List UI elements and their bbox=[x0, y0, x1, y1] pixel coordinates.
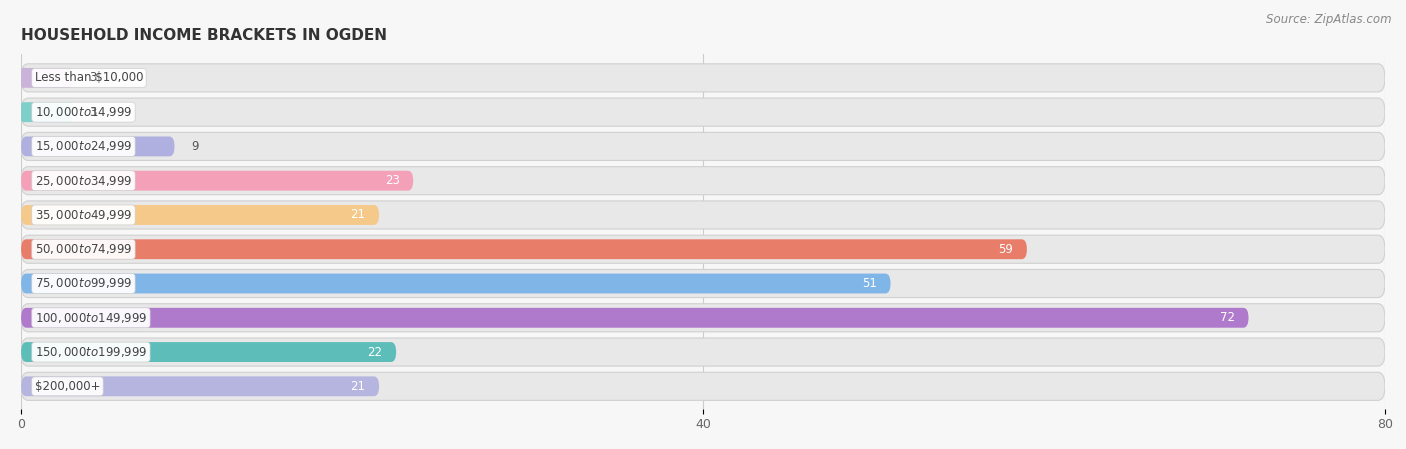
Text: 59: 59 bbox=[998, 243, 1014, 256]
FancyBboxPatch shape bbox=[21, 342, 396, 362]
Text: $75,000 to $99,999: $75,000 to $99,999 bbox=[35, 277, 132, 291]
Text: 21: 21 bbox=[350, 208, 366, 221]
Text: $15,000 to $24,999: $15,000 to $24,999 bbox=[35, 139, 132, 154]
FancyBboxPatch shape bbox=[21, 102, 72, 122]
Text: $50,000 to $74,999: $50,000 to $74,999 bbox=[35, 242, 132, 256]
Text: 72: 72 bbox=[1220, 311, 1234, 324]
Text: HOUSEHOLD INCOME BRACKETS IN OGDEN: HOUSEHOLD INCOME BRACKETS IN OGDEN bbox=[21, 28, 387, 43]
Text: 21: 21 bbox=[350, 380, 366, 393]
FancyBboxPatch shape bbox=[21, 308, 1249, 328]
FancyBboxPatch shape bbox=[21, 239, 1026, 259]
FancyBboxPatch shape bbox=[21, 167, 1385, 195]
Text: $200,000+: $200,000+ bbox=[35, 380, 100, 393]
FancyBboxPatch shape bbox=[21, 205, 380, 225]
Text: 23: 23 bbox=[385, 174, 399, 187]
Text: Source: ZipAtlas.com: Source: ZipAtlas.com bbox=[1267, 13, 1392, 26]
FancyBboxPatch shape bbox=[21, 338, 1385, 366]
Text: 22: 22 bbox=[367, 346, 382, 359]
Text: $25,000 to $34,999: $25,000 to $34,999 bbox=[35, 174, 132, 188]
FancyBboxPatch shape bbox=[21, 273, 890, 294]
Text: Less than $10,000: Less than $10,000 bbox=[35, 71, 143, 84]
FancyBboxPatch shape bbox=[21, 269, 1385, 298]
Text: 3: 3 bbox=[90, 71, 97, 84]
Text: $100,000 to $149,999: $100,000 to $149,999 bbox=[35, 311, 148, 325]
FancyBboxPatch shape bbox=[21, 98, 1385, 126]
Text: 3: 3 bbox=[90, 106, 97, 119]
Text: 51: 51 bbox=[862, 277, 877, 290]
Text: $150,000 to $199,999: $150,000 to $199,999 bbox=[35, 345, 148, 359]
FancyBboxPatch shape bbox=[21, 304, 1385, 332]
Text: $35,000 to $49,999: $35,000 to $49,999 bbox=[35, 208, 132, 222]
FancyBboxPatch shape bbox=[21, 372, 1385, 401]
FancyBboxPatch shape bbox=[21, 171, 413, 191]
FancyBboxPatch shape bbox=[21, 136, 174, 156]
FancyBboxPatch shape bbox=[21, 68, 72, 88]
FancyBboxPatch shape bbox=[21, 235, 1385, 263]
Text: 9: 9 bbox=[191, 140, 200, 153]
FancyBboxPatch shape bbox=[21, 64, 1385, 92]
FancyBboxPatch shape bbox=[21, 376, 380, 396]
FancyBboxPatch shape bbox=[21, 132, 1385, 160]
FancyBboxPatch shape bbox=[21, 201, 1385, 229]
Text: $10,000 to $14,999: $10,000 to $14,999 bbox=[35, 105, 132, 119]
